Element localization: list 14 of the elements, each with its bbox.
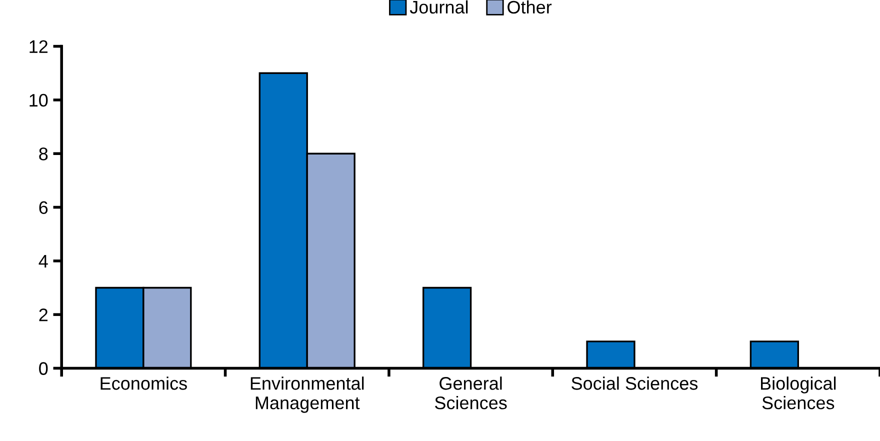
x-tick-label: Economics bbox=[100, 376, 187, 390]
y-tick-label: 4 bbox=[38, 255, 48, 268]
x-tick-label: Environmental Management bbox=[250, 376, 364, 413]
y-tick-label: 0 bbox=[39, 362, 48, 375]
legend-label: Other bbox=[508, 0, 552, 14]
y-tick-label: 12 bbox=[30, 40, 48, 53]
y-tick-label: 10 bbox=[30, 94, 48, 107]
y-tick-label: 6 bbox=[39, 201, 48, 214]
legend-label: Journal bbox=[410, 0, 468, 14]
y-tick-label: 8 bbox=[39, 148, 48, 160]
y-tick-label: 2 bbox=[39, 308, 48, 322]
x-tick-label: Biological Sciences bbox=[761, 376, 836, 410]
x-tick-label: General Sciences bbox=[434, 376, 507, 410]
x-tick-label: Social Sciences bbox=[572, 376, 698, 390]
